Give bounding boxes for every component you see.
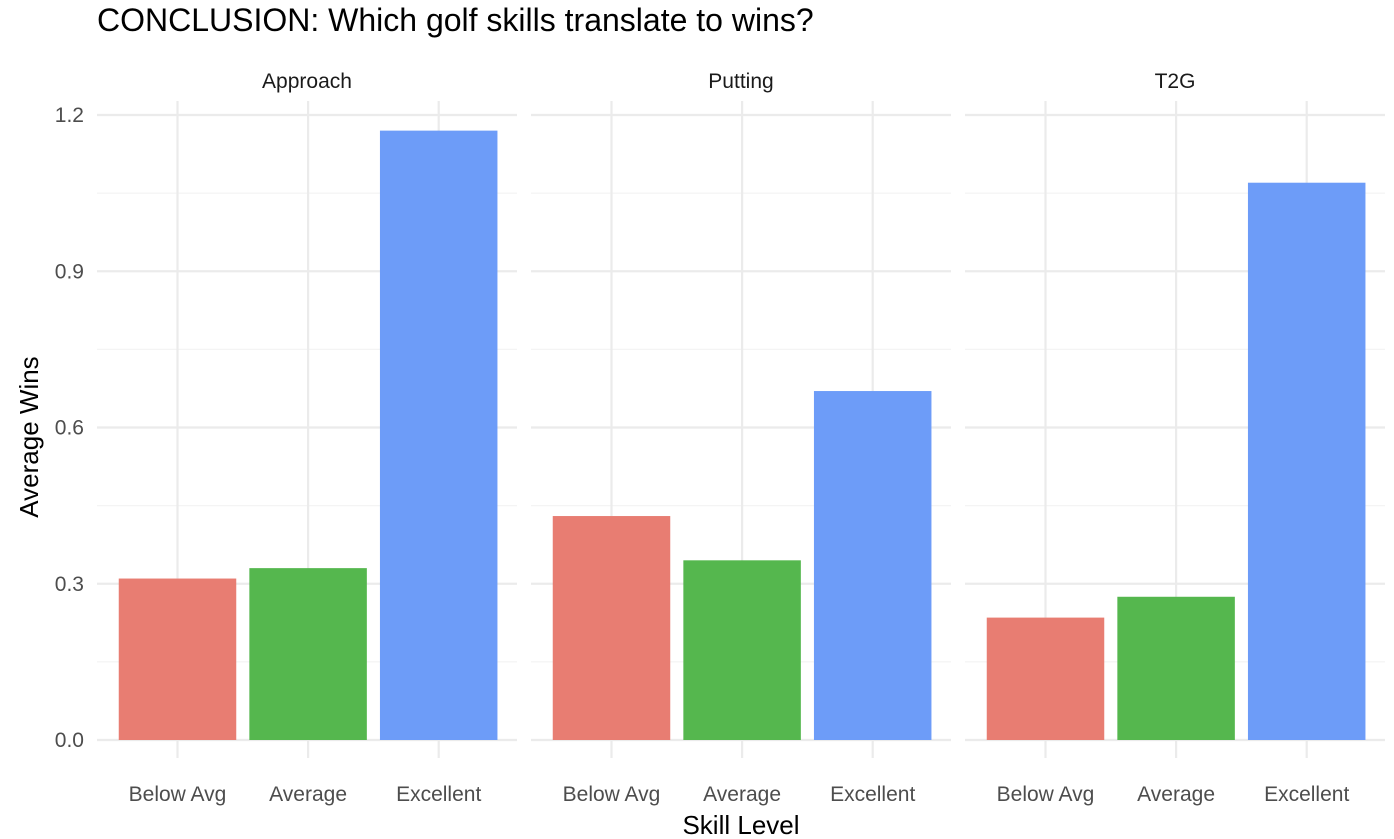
x-tick-label: Excellent	[1264, 783, 1349, 806]
bar-putting-excellent	[813, 391, 932, 740]
y-tick-label: 0.0	[55, 729, 84, 752]
x-tick-label: Average	[703, 783, 781, 806]
bar-t2g-below-avg	[986, 617, 1105, 740]
bar-approach-average	[249, 568, 367, 740]
y-axis-title: Average Wins	[14, 356, 44, 517]
y-tick-label: 1.2	[55, 104, 84, 127]
facet-label-approach: Approach	[262, 70, 352, 93]
y-tick-label: 0.6	[55, 417, 84, 440]
x-tick-label: Below Avg	[129, 783, 227, 806]
y-tick-label: 0.3	[55, 573, 84, 596]
bar-approach-below-avg	[118, 578, 237, 740]
bar-putting-average	[683, 560, 801, 740]
x-tick-label: Excellent	[396, 783, 481, 806]
x-tick-label: Below Avg	[997, 783, 1095, 806]
x-tick-label: Excellent	[830, 783, 915, 806]
bar-approach-excellent	[379, 130, 498, 740]
bar-t2g-average	[1117, 596, 1235, 740]
bar-t2g-excellent	[1247, 182, 1366, 741]
facet-label-t2g: T2G	[1155, 70, 1196, 93]
y-tick-label: 0.9	[55, 260, 84, 283]
x-tick-label: Below Avg	[563, 783, 661, 806]
x-axis-title: Skill Level	[682, 810, 799, 839]
x-tick-label: Average	[1137, 783, 1215, 806]
bar-putting-below-avg	[552, 516, 671, 740]
facet-label-putting: Putting	[708, 70, 773, 93]
chart-title: CONCLUSION: Which golf skills translate …	[97, 2, 814, 38]
x-tick-label: Average	[269, 783, 347, 806]
